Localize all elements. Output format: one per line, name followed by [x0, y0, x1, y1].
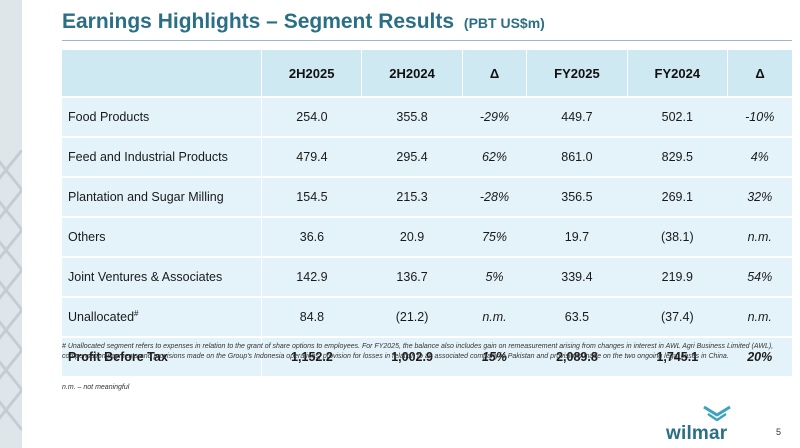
- cell-delta-half: 5%: [462, 256, 527, 297]
- cell-fy2024: (38.1): [627, 216, 728, 257]
- page-number: 5: [776, 427, 782, 437]
- table-header-row: 2H2025 2H2024 Δ FY2025 FY2024 Δ: [62, 50, 792, 97]
- row-label: Plantation and Sugar Milling: [62, 176, 262, 217]
- cell-fy2025: 339.4: [526, 256, 628, 297]
- table-row: Unallocated# 84.8 (21.2) n.m. 63.5 (37.4…: [62, 296, 792, 337]
- cell-fy2024: (37.4): [627, 296, 728, 337]
- segment-results-table: 2H2025 2H2024 Δ FY2025 FY2024 Δ Food Pro…: [62, 50, 792, 376]
- page-title-unit: (PBT US$m): [463, 15, 545, 31]
- cell-delta-half: 75%: [462, 216, 527, 257]
- logo-wordmark: wilmar: [666, 423, 728, 444]
- header-fy2024: FY2024: [626, 50, 728, 97]
- row-label-text: Unallocated: [68, 310, 135, 325]
- cell-fy2025: 2,089.8: [526, 336, 628, 376]
- cell-delta-half: 15%: [462, 336, 527, 376]
- row-label: Profit Before Tax: [62, 336, 262, 376]
- cell-delta-full: 4%: [727, 136, 792, 177]
- header-fy2025: FY2025: [526, 50, 628, 97]
- cell-2h2024: 355.8: [361, 96, 463, 137]
- wilmar-chevron-icon: [703, 405, 731, 422]
- page-title-text: Earnings Highlights – Segment Results: [62, 10, 455, 33]
- table-row: Joint Ventures & Associates 142.9 136.7 …: [62, 256, 792, 297]
- row-label: Unallocated#: [62, 296, 262, 337]
- cell-2h2024: 215.3: [361, 176, 463, 217]
- unallocated-footnote: # Unallocated segment refers to expenses…: [62, 343, 774, 360]
- cell-fy2025: 356.5: [526, 176, 628, 217]
- cell-2h2024: 1,002.9: [361, 336, 463, 376]
- table-row-total: Profit Before Tax 1,152.2 1,002.9 15% 2,…: [62, 336, 792, 376]
- row-label: Food Products: [62, 96, 262, 137]
- header-2h2024: 2H2024: [361, 50, 463, 97]
- cell-fy2024: 1,745.1: [627, 336, 728, 376]
- cell-delta-half: -28%: [462, 176, 527, 217]
- cell-2h2024: 295.4: [361, 136, 463, 177]
- table-row: Food Products 254.0 355.8 -29% 449.7 502…: [62, 96, 792, 137]
- cell-delta-full: n.m.: [727, 296, 792, 337]
- table-row: Plantation and Sugar Milling 154.5 215.3…: [62, 176, 792, 217]
- header-2h2025: 2H2025: [260, 50, 362, 97]
- wilmar-logo: wilmar: [666, 405, 756, 444]
- cell-fy2025: 63.5: [526, 296, 628, 337]
- cell-2h2024: (21.2): [361, 296, 463, 337]
- cell-fy2024: 829.5: [627, 136, 728, 177]
- nm-footnote: n.m. – not meaningful: [62, 384, 130, 391]
- cell-fy2025: 861.0: [526, 136, 628, 177]
- header-delta-half: Δ: [461, 50, 527, 97]
- cell-2h2024: 20.9: [361, 216, 463, 257]
- cell-fy2024: 219.9: [627, 256, 728, 297]
- title-divider: [62, 40, 792, 41]
- cell-2h2025: 36.6: [260, 216, 362, 257]
- cell-2h2024: 136.7: [361, 256, 463, 297]
- header-delta-full: Δ: [726, 50, 792, 97]
- cell-2h2025: 254.0: [260, 96, 362, 137]
- cell-2h2025: 479.4: [260, 136, 362, 177]
- cell-fy2024: 502.1: [627, 96, 728, 137]
- cell-2h2025: 84.8: [260, 296, 362, 337]
- cell-2h2025: 142.9: [260, 256, 362, 297]
- cell-2h2025: 154.5: [260, 176, 362, 217]
- row-label: Feed and Industrial Products: [62, 136, 262, 177]
- decorative-side-strip: [0, 0, 22, 448]
- diamond-pattern-icon: [0, 150, 22, 431]
- cell-delta-half: n.m.: [462, 296, 527, 337]
- table-row: Feed and Industrial Products 479.4 295.4…: [62, 136, 792, 177]
- cell-delta-full: 32%: [727, 176, 792, 217]
- cell-fy2024: 269.1: [627, 176, 728, 217]
- page-title: Earnings Highlights – Segment Results (P…: [62, 10, 545, 34]
- cell-delta-half: -29%: [462, 96, 527, 137]
- cell-delta-half: 62%: [462, 136, 527, 177]
- cell-fy2025: 449.7: [526, 96, 628, 137]
- cell-delta-full: 54%: [727, 256, 792, 297]
- row-label: Joint Ventures & Associates: [62, 256, 262, 297]
- cell-fy2025: 19.7: [526, 216, 628, 257]
- cell-delta-full: 20%: [727, 336, 792, 376]
- cell-2h2025: 1,152.2: [260, 336, 362, 376]
- header-blank: [62, 50, 262, 97]
- table-row: Others 36.6 20.9 75% 19.7 (38.1) n.m.: [62, 216, 792, 257]
- cell-delta-full: -10%: [727, 96, 792, 137]
- footnote-marker: #: [134, 309, 139, 319]
- cell-delta-full: n.m.: [727, 216, 792, 257]
- row-label: Others: [62, 216, 262, 257]
